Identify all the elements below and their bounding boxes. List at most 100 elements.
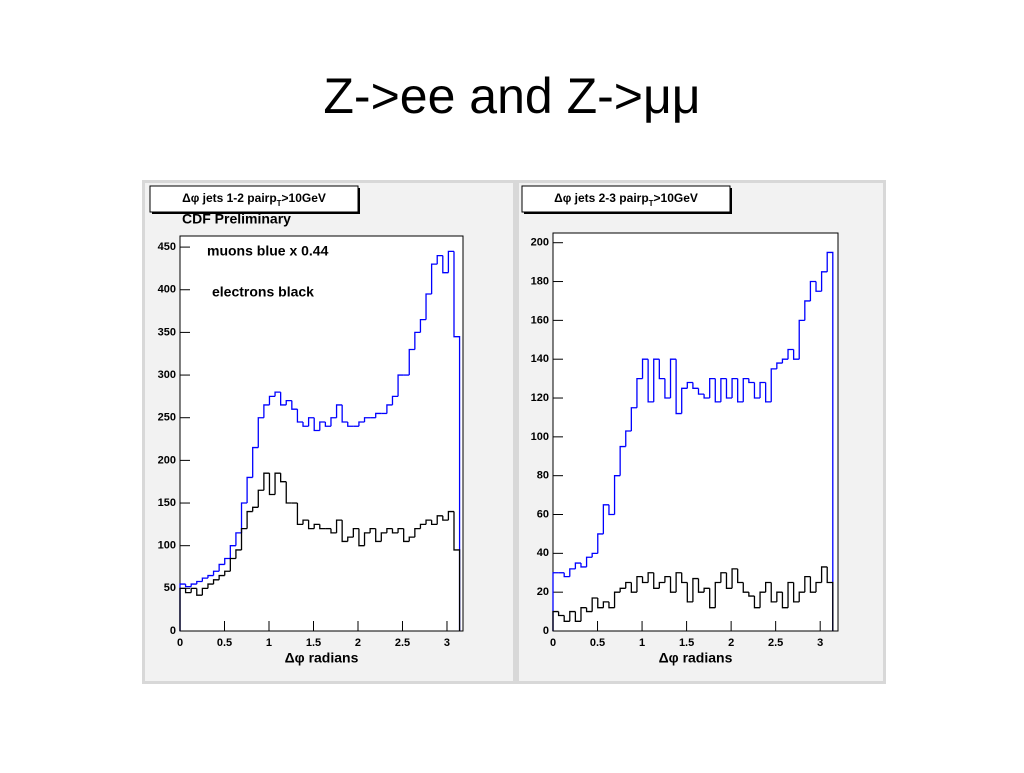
histogram-bin xyxy=(235,549,242,559)
histogram-bin xyxy=(742,582,749,593)
histogram-bin xyxy=(257,489,264,508)
histogram-bin xyxy=(804,575,811,593)
histogram-bin xyxy=(307,417,315,427)
histogram-bin xyxy=(658,581,665,589)
histogram-bin xyxy=(358,528,365,547)
histogram-bin xyxy=(792,582,800,603)
x-tick-label: 1.5 xyxy=(679,637,694,649)
histogram-bin xyxy=(447,250,454,273)
histogram-bin xyxy=(770,582,777,603)
histogram-bin xyxy=(229,557,236,572)
histogram-bin xyxy=(692,382,699,389)
histogram-bin xyxy=(280,392,287,406)
histogram-bin xyxy=(781,358,789,364)
histogram-bin xyxy=(826,566,834,631)
x-tick-label: 0 xyxy=(177,637,183,649)
slide-title: Z->ee and Z->μμ xyxy=(323,68,700,124)
histogram-bin xyxy=(274,391,281,397)
histogram-bin xyxy=(826,251,834,631)
histogram-bin xyxy=(419,523,427,529)
y-tick-label tick: 450 xyxy=(158,241,176,253)
histogram-bin xyxy=(369,527,376,533)
plot-area xyxy=(552,232,839,632)
histogram-bin xyxy=(709,377,716,399)
histogram-bin xyxy=(375,528,382,543)
histogram-bin xyxy=(759,381,766,399)
histogram-bin xyxy=(201,577,208,582)
histogram-bin xyxy=(630,582,637,593)
chart-title-part: Δφ jets 1-2 pairp xyxy=(182,191,277,205)
histogram-bin xyxy=(347,421,354,427)
y-tick-label tick: 160 xyxy=(531,314,549,326)
histogram-bin xyxy=(184,588,192,594)
histogram-bin xyxy=(280,473,287,483)
chart-title-part: T xyxy=(649,199,654,208)
histogram-bin xyxy=(692,577,699,602)
histogram-bin xyxy=(313,417,320,432)
histogram-bin xyxy=(557,611,565,617)
histogram-bin xyxy=(408,348,415,376)
histogram-bin xyxy=(770,368,777,402)
histogram-bin xyxy=(425,293,432,320)
x-tick-label: 3 xyxy=(444,637,450,649)
histogram-bin xyxy=(363,417,371,422)
histogram-bin xyxy=(442,515,449,521)
histogram-bin xyxy=(414,331,421,350)
histogram-bin xyxy=(709,588,716,609)
histogram-bin xyxy=(815,581,822,593)
histogram-bin xyxy=(574,562,581,569)
histogram-bin xyxy=(419,318,427,333)
histogram-bin xyxy=(207,574,214,579)
histogram-bin xyxy=(408,536,415,542)
histogram-bin xyxy=(563,615,570,622)
x-tick-label: 0 xyxy=(550,637,556,649)
histogram-bin xyxy=(641,358,649,379)
y-tick-label tick: 200 xyxy=(531,237,549,249)
y-tick-label tick: 300 xyxy=(158,369,176,381)
histogram-bin xyxy=(436,515,443,525)
histogram-bin xyxy=(675,572,682,593)
y-tick-label tick: 250 xyxy=(158,412,176,424)
histogram-bin xyxy=(347,536,354,542)
histogram-bin xyxy=(585,607,593,613)
histogram-bin xyxy=(787,348,794,360)
y-tick-label tick: 60 xyxy=(537,508,549,520)
histogram-bin xyxy=(257,417,264,448)
y-tick-label tick: 40 xyxy=(537,547,549,559)
histogram-bin xyxy=(647,572,654,583)
chart-title-part: Δφ jets 2-3 pairp xyxy=(554,191,649,205)
histogram-bin xyxy=(324,421,331,427)
histogram-bin xyxy=(809,280,817,301)
histogram-bin xyxy=(307,520,315,530)
histogram-bin xyxy=(335,519,343,533)
histogram-bin xyxy=(720,377,727,402)
histogram-bin xyxy=(776,591,783,602)
histogram-bin xyxy=(386,404,393,414)
histogram-bin xyxy=(630,407,637,432)
histogram-bin xyxy=(341,520,348,543)
x-tick-label: 2 xyxy=(355,637,361,649)
histogram-bin xyxy=(246,476,253,504)
histogram-bin xyxy=(608,504,615,516)
histogram-bin xyxy=(235,532,242,546)
histogram-bin xyxy=(625,430,632,447)
histogram-bin xyxy=(619,587,626,593)
histogram-bin xyxy=(313,523,320,529)
histogram-bin xyxy=(602,601,609,608)
histogram-bin xyxy=(263,472,270,491)
histogram-bin xyxy=(602,504,609,534)
histogram-bin xyxy=(397,527,404,533)
chart-title: Δφ jets 2-3 pairpT>10GeV xyxy=(554,191,698,207)
histogram-bin xyxy=(569,568,576,577)
histogram-bin xyxy=(179,587,186,631)
histogram-bin xyxy=(653,358,660,402)
histogram-bin xyxy=(430,520,438,526)
histogram-bin xyxy=(625,581,632,589)
histogram-bin xyxy=(268,473,276,496)
histogram-bin xyxy=(240,502,248,533)
x-axis-label: Δφ radians xyxy=(285,650,359,666)
histogram-bin xyxy=(809,576,817,593)
y-tick-label tick: 180 xyxy=(531,275,549,287)
y-tick-label tick: 150 xyxy=(158,497,176,509)
histogram-bin xyxy=(252,506,259,512)
